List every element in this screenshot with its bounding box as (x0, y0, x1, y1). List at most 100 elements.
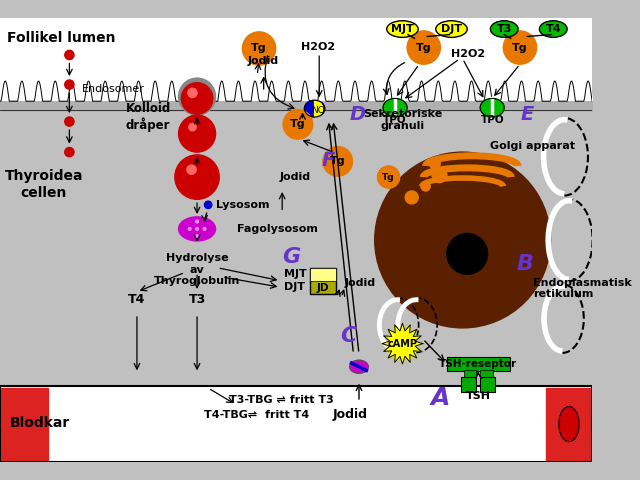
Text: T4: T4 (545, 24, 561, 34)
Text: Tg: Tg (382, 173, 395, 181)
Circle shape (65, 50, 74, 60)
Text: MJT: MJT (391, 24, 414, 34)
Text: T4-TBG⇌  fritt T4: T4-TBG⇌ fritt T4 (204, 409, 308, 420)
Text: NO: NO (312, 106, 325, 115)
Bar (546, 388, 594, 460)
Text: H2O2: H2O2 (451, 49, 486, 59)
Text: TPO: TPO (383, 115, 407, 125)
Circle shape (179, 78, 216, 115)
Polygon shape (382, 323, 423, 364)
Text: DJT: DJT (441, 24, 462, 34)
Circle shape (65, 117, 74, 126)
Ellipse shape (349, 360, 368, 373)
Text: Tg: Tg (330, 156, 346, 167)
Circle shape (187, 165, 196, 174)
Bar (0, 386, 592, 462)
Text: Fagolysosom: Fagolysosom (237, 224, 317, 234)
Text: Endoplasmatisk
retikulum: Endoplasmatisk retikulum (533, 278, 632, 300)
Ellipse shape (490, 21, 518, 37)
Circle shape (447, 234, 488, 274)
Circle shape (65, 80, 74, 89)
Circle shape (188, 88, 197, 97)
Text: Tg: Tg (252, 44, 267, 53)
Bar (0, 18, 592, 101)
Text: Tg: Tg (512, 43, 528, 52)
Text: cAMP: cAMP (387, 338, 417, 348)
Ellipse shape (387, 21, 418, 37)
Ellipse shape (179, 217, 216, 241)
Circle shape (189, 123, 196, 131)
Text: B: B (516, 253, 533, 274)
Bar (0, 386, 592, 462)
Circle shape (175, 155, 220, 199)
Text: F: F (322, 151, 335, 170)
Bar (310, 268, 336, 281)
Text: Blodkar: Blodkar (9, 416, 70, 430)
Circle shape (405, 191, 418, 204)
Circle shape (196, 235, 198, 238)
Text: Hydrolyse
av
Thyroglobulin: Hydrolyse av Thyroglobulin (154, 253, 240, 286)
Text: H2O2: H2O2 (301, 42, 335, 52)
Text: T3: T3 (497, 24, 512, 34)
Circle shape (421, 182, 430, 191)
Wedge shape (315, 100, 323, 117)
Circle shape (378, 166, 400, 188)
Circle shape (65, 147, 74, 157)
Text: Thyroidea
cellen: Thyroidea cellen (4, 169, 83, 200)
Text: Jodid: Jodid (344, 278, 375, 288)
Text: Kolloid
dråper: Kolloid dråper (125, 102, 171, 132)
Circle shape (503, 31, 536, 64)
Text: C: C (340, 326, 357, 346)
Ellipse shape (540, 21, 567, 37)
Circle shape (188, 228, 191, 230)
Bar (0, 388, 48, 460)
Circle shape (181, 83, 212, 114)
Bar (463, 370, 476, 377)
Circle shape (204, 201, 212, 208)
Text: Sekretoriske
granuli: Sekretoriske granuli (363, 109, 442, 131)
Text: DJT: DJT (284, 282, 305, 292)
Bar (310, 268, 336, 294)
Circle shape (203, 228, 206, 230)
Circle shape (196, 220, 198, 223)
Text: TPO: TPO (481, 115, 504, 125)
Text: T4: T4 (128, 293, 146, 306)
Circle shape (179, 115, 216, 152)
Text: Follikel lumen: Follikel lumen (8, 31, 116, 45)
Circle shape (196, 228, 198, 230)
Text: Tg: Tg (416, 43, 431, 52)
Bar (461, 377, 476, 392)
Ellipse shape (436, 21, 467, 37)
Bar (480, 370, 493, 377)
Text: Tg: Tg (290, 120, 306, 129)
Circle shape (407, 31, 440, 64)
Text: TSH: TSH (466, 391, 491, 401)
Bar (480, 377, 495, 392)
Circle shape (374, 152, 550, 328)
Text: Golgi apparat: Golgi apparat (490, 141, 575, 151)
Text: A: A (430, 386, 449, 410)
Circle shape (432, 168, 447, 182)
Text: Jodid: Jodid (332, 408, 367, 420)
Text: MJT: MJT (284, 269, 307, 279)
Circle shape (243, 32, 276, 65)
Text: G: G (282, 247, 300, 267)
Bar (0, 101, 592, 386)
Ellipse shape (383, 98, 407, 117)
Text: TSH-reseptor: TSH-reseptor (439, 359, 517, 369)
Text: Jodid: Jodid (248, 56, 279, 66)
Ellipse shape (559, 407, 579, 442)
Circle shape (323, 146, 353, 176)
Ellipse shape (305, 100, 324, 117)
Text: Endosomer: Endosomer (81, 84, 144, 94)
Text: D: D (349, 105, 366, 124)
Circle shape (283, 109, 313, 139)
Text: Jodid: Jodid (280, 172, 310, 182)
Text: E: E (521, 105, 534, 124)
Text: Lysosom: Lysosom (216, 200, 270, 210)
Text: JD: JD (317, 283, 329, 293)
Circle shape (429, 157, 440, 169)
Bar (447, 357, 510, 372)
Text: T3-TBG ⇌ fritt T3: T3-TBG ⇌ fritt T3 (230, 395, 334, 405)
Text: T3: T3 (188, 293, 205, 306)
